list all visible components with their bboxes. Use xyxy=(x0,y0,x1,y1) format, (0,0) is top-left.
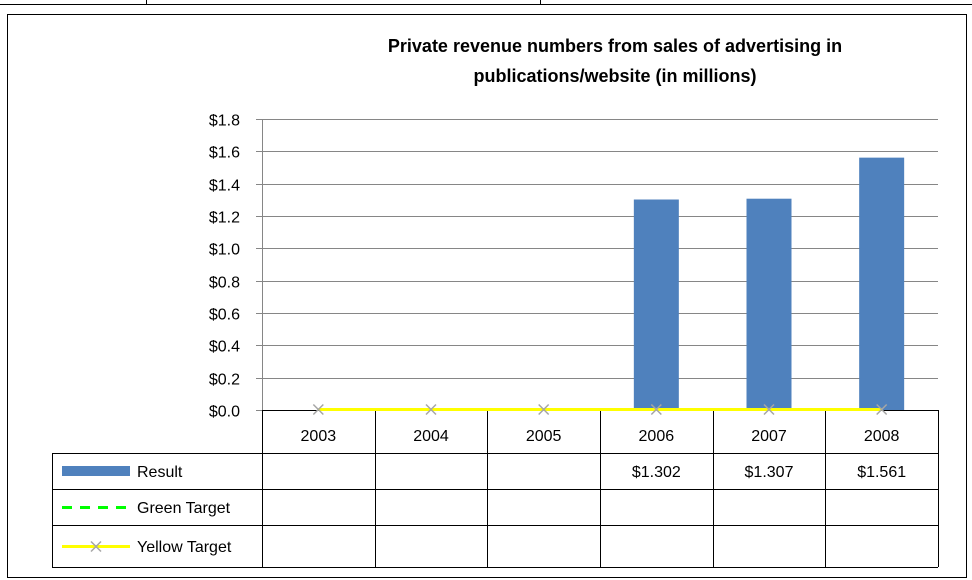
marker-yellow-target xyxy=(312,403,324,416)
marker-yellow-target xyxy=(538,403,550,416)
data-table-value: $1.302 xyxy=(632,464,681,481)
x-tick-label: 2005 xyxy=(526,428,562,445)
marker-yellow-target xyxy=(763,403,775,416)
bar-result xyxy=(859,157,905,410)
y-tick-label: $1.4 xyxy=(209,178,240,195)
data-table-value: $1.307 xyxy=(745,464,794,481)
y-tick-label: $1.8 xyxy=(209,113,240,130)
marker-yellow-target xyxy=(425,403,437,416)
x-tick-label: 2003 xyxy=(301,428,337,445)
chart-border xyxy=(7,14,967,578)
marker-yellow-target xyxy=(650,403,662,416)
data-table-value: $1.561 xyxy=(857,464,906,481)
chart-title-line: Private revenue numbers from sales of ad… xyxy=(388,36,842,56)
x-tick-label: 2007 xyxy=(751,428,787,445)
legend-label: Result xyxy=(137,464,183,481)
bar-result xyxy=(633,199,679,410)
legend-label: Green Target xyxy=(137,500,231,517)
y-tick-label: $0.6 xyxy=(209,307,240,324)
legend-label: Yellow Target xyxy=(137,539,232,556)
y-tick-label: $0.0 xyxy=(209,404,240,421)
marker-yellow-target xyxy=(876,403,888,416)
x-tick-label: 2004 xyxy=(413,428,449,445)
x-tick-label: 2006 xyxy=(639,428,675,445)
y-tick-label: $0.4 xyxy=(209,339,240,356)
legend-key-marker xyxy=(90,540,102,553)
y-tick-label: $1.2 xyxy=(209,210,240,227)
y-tick-label: $1.0 xyxy=(209,242,240,259)
legend-key-result xyxy=(62,466,130,476)
y-tick-label: $1.6 xyxy=(209,145,240,162)
y-tick-label: $0.2 xyxy=(209,372,240,389)
bar-result xyxy=(746,198,792,410)
chart-title: Private revenue numbers from sales of ad… xyxy=(388,36,842,86)
chart-title-line: publications/website (in millions) xyxy=(473,66,756,86)
y-tick-label: $0.8 xyxy=(209,275,240,292)
x-tick-label: 2008 xyxy=(864,428,900,445)
